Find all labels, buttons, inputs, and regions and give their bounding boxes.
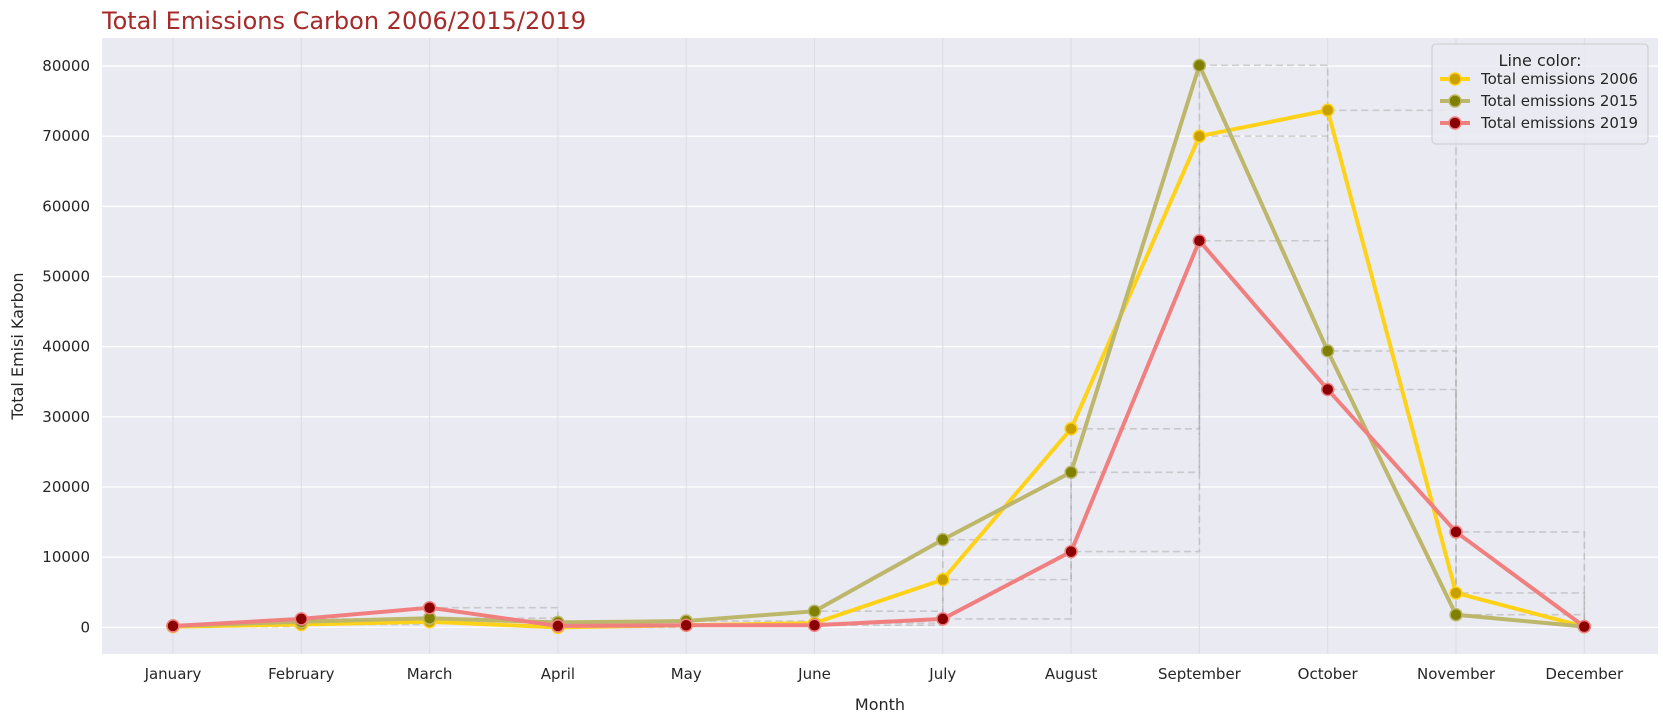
y-tick-label-5: 50000: [42, 268, 90, 286]
series-0-point-8: [1192, 129, 1207, 143]
series-line-2: [171, 238, 1587, 629]
x-tick-label-10: November: [1417, 665, 1496, 683]
legend-swatch-marker-1: [1448, 94, 1462, 108]
x-tick-label-8: September: [1158, 665, 1242, 683]
x-tick-label-0: January: [144, 665, 202, 683]
series-line-0: [171, 108, 1587, 630]
y-axis-label: Total Emisi Karbon: [8, 272, 27, 420]
series-1-point-8: [1192, 58, 1207, 73]
y-tick-label-3: 30000: [42, 408, 90, 426]
legend-label-1: Total emissions 2015: [1480, 92, 1638, 110]
series-0-point-7: [1064, 422, 1078, 436]
x-tick-label-9: October: [1298, 665, 1359, 683]
series-lines: [171, 63, 1587, 630]
series-2-point-3: [551, 619, 565, 633]
series-1-point-9: [1320, 344, 1335, 358]
x-tick-label-1: February: [268, 665, 335, 683]
x-tick-labels: January February March April May June July Augu…: [144, 665, 1624, 683]
series-2-point-5: [807, 618, 822, 632]
series-line-1: [171, 63, 1587, 629]
series-1-point-5: [807, 604, 822, 618]
series-2-point-1: [294, 612, 309, 626]
y-tick-label-1: 10000: [42, 548, 90, 566]
series-1-point-7: [1064, 465, 1078, 480]
series-2-point-10: [1449, 525, 1463, 539]
grid-lines: [102, 38, 1658, 654]
x-tick-label-3: April: [541, 665, 575, 683]
series-2-point-11: [1577, 619, 1592, 634]
y-tick-label-8: 80000: [42, 57, 90, 75]
series-2-point-2: [422, 600, 437, 615]
y-tick-label-7: 70000: [42, 127, 90, 145]
y-tick-labels: 0 10000 20000 30000 40000 50000 60000 70000 8000…: [42, 57, 90, 636]
series-2-point-0: [166, 619, 180, 633]
legend-swatch-marker-0: [1448, 72, 1462, 86]
x-tick-label-4: May: [671, 665, 702, 683]
y-tick-label-4: 40000: [42, 338, 90, 356]
series-points: [166, 58, 1592, 635]
y-tick-label-6: 60000: [42, 197, 90, 215]
legend-box: [1431, 43, 1649, 145]
series-0-point-10: [1449, 586, 1463, 600]
series-2-point-4: [679, 618, 693, 632]
x-tick-label-11: December: [1545, 665, 1624, 683]
y-tick-label-2: 20000: [42, 478, 90, 496]
series-2-point-8: [1192, 234, 1207, 248]
legend-label-2: Total emissions 2019: [1480, 114, 1638, 132]
step-line-1: [173, 64, 1586, 627]
series-0-point-6: [936, 572, 950, 587]
legend-title: Line color:: [1499, 51, 1582, 70]
series-1-point-10: [1449, 607, 1463, 622]
x-tick-label-6: July: [928, 665, 956, 683]
legend-swatch-marker-2: [1448, 116, 1462, 130]
series-2-point-9: [1320, 382, 1335, 397]
series-0-point-9: [1320, 103, 1335, 118]
x-axis-label: Month: [855, 695, 905, 714]
x-tick-label-7: August: [1045, 665, 1098, 683]
series-2-point-6: [936, 612, 950, 626]
y-tick-label-0: 0: [80, 618, 90, 636]
legend-label-0: Total emissions 2006: [1480, 70, 1638, 88]
series-1-point-6: [936, 532, 950, 547]
series-2-point-7: [1064, 544, 1078, 559]
plot-area: [102, 38, 1658, 654]
x-tick-label-2: March: [407, 665, 453, 683]
x-tick-label-5: June: [797, 665, 831, 683]
legend-items: Total emissions 2006 Total emissions 2015…: [1440, 70, 1638, 132]
chart-title: Total Emissions Carbon 2006/2015/2019: [101, 7, 586, 35]
